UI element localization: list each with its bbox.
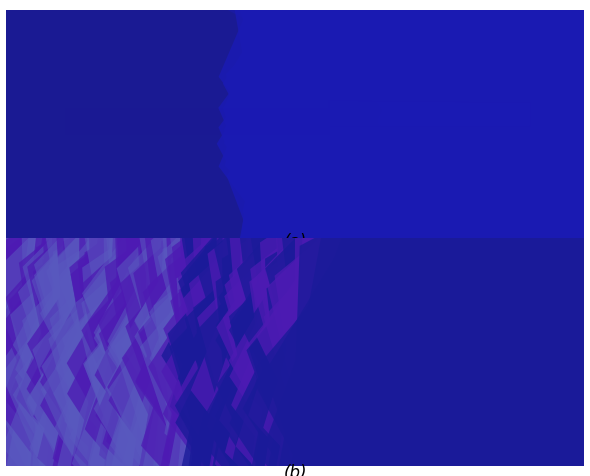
Polygon shape	[525, 51, 569, 202]
Polygon shape	[25, 25, 565, 228]
Polygon shape	[40, 350, 550, 392]
Polygon shape	[40, 259, 94, 420]
Polygon shape	[25, 51, 70, 202]
Polygon shape	[40, 259, 590, 321]
Text: (b): (b)	[283, 465, 307, 476]
Polygon shape	[65, 46, 530, 207]
Polygon shape	[40, 288, 590, 350]
Polygon shape	[550, 259, 590, 420]
Text: (a): (a)	[283, 233, 307, 251]
Polygon shape	[40, 321, 550, 420]
Polygon shape	[65, 108, 329, 134]
Polygon shape	[329, 101, 530, 126]
